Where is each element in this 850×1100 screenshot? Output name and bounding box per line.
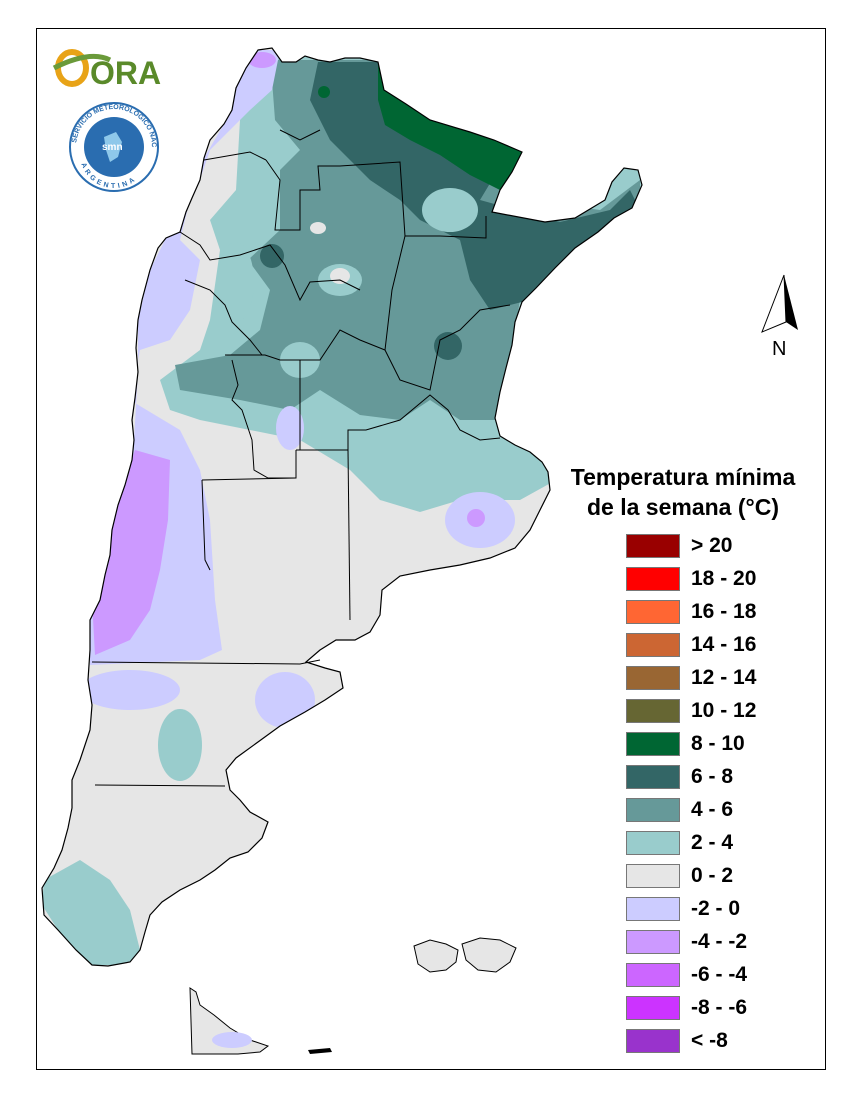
isla-estados (308, 1048, 332, 1054)
legend-swatch (626, 996, 680, 1020)
legend-label: -8 - -6 (691, 996, 748, 1019)
legend-label: 6 - 8 (691, 765, 734, 788)
legend-item: 14 - 16 (626, 632, 756, 658)
ora-leaf-icon (52, 53, 112, 71)
north-label: N (772, 338, 787, 360)
legend-label: 14 - 16 (691, 633, 757, 656)
ora-logo-text: ORA (90, 55, 161, 91)
tierra-del-fuego (189, 987, 270, 1055)
legend-item: 16 - 18 (626, 599, 756, 625)
legend-label: 12 - 14 (691, 666, 757, 689)
patch-2-4-patagonia (158, 709, 202, 781)
legend-label: 10 - 12 (691, 699, 757, 722)
legend-swatch (626, 963, 680, 987)
legend-item: -2 - 0 (626, 896, 740, 922)
spot-8-10 (318, 86, 330, 98)
legend-item: 10 - 12 (626, 698, 756, 724)
patch-neg2-0-cuyo (276, 406, 304, 450)
province-boundaries (91, 129, 511, 787)
legend-label: 0 - 2 (691, 864, 734, 887)
legend-item: -6 - -4 (626, 962, 747, 988)
legend-item: -8 - -6 (626, 995, 747, 1021)
legend-swatch (626, 897, 680, 921)
legend-label: < -8 (691, 1029, 728, 1052)
legend-label: 4 - 6 (691, 798, 734, 821)
patch-neg2-0-patagonia-west (80, 670, 180, 710)
patch-neg2-0-patagonia-east (255, 672, 315, 728)
smn-logo: SERVICIO METEOROLÓGICO NACIONAL smn ARGE… (64, 102, 159, 192)
ora-logo: ORA (52, 49, 161, 91)
legend-item: -4 - -2 (626, 929, 747, 955)
legend-label: 18 - 20 (691, 567, 757, 590)
legend-item: 8 - 10 (626, 731, 745, 757)
legend-swatch (626, 633, 680, 657)
legend-swatch (626, 1029, 680, 1053)
legend-swatch (626, 699, 680, 723)
band-4-6-north (175, 60, 640, 420)
tdf-cold-patch (212, 1032, 252, 1048)
legend-label: -4 - -2 (691, 930, 748, 953)
pocket-2-4-west (218, 242, 254, 322)
pocket-0-2-north (310, 222, 326, 234)
legend-swatch (626, 600, 680, 624)
legend-swatch (626, 567, 680, 591)
patch-neg4-neg2-buenosaires (467, 509, 485, 527)
legend-title: Temperatura mínima de la semana (°C) (548, 462, 818, 522)
legend-swatch (626, 831, 680, 855)
legend-label: > 20 (691, 534, 733, 557)
legend-label: 16 - 18 (691, 600, 757, 623)
north-arrow-icon (761, 274, 798, 333)
pocket-2-4-north (422, 188, 478, 232)
legend-title-line2: de la semana (°C) (587, 494, 779, 520)
legend-label: -2 - 0 (691, 897, 741, 920)
legend-label: 8 - 10 (691, 732, 745, 755)
legend-swatch (626, 666, 680, 690)
legend-swatch (626, 765, 680, 789)
band-neg4-neg2-andes (92, 450, 170, 655)
legend-item: 0 - 2 (626, 863, 733, 889)
legend-item: 6 - 8 (626, 764, 733, 790)
legend-swatch (626, 930, 680, 954)
legend-swatch (626, 798, 680, 822)
legend-item: 12 - 14 (626, 665, 756, 691)
legend-swatch (626, 864, 680, 888)
legend-label: 2 - 4 (691, 831, 734, 854)
legend-title-line1: Temperatura mínima (570, 464, 796, 490)
legend-item: 2 - 4 (626, 830, 733, 856)
islas-malvinas (413, 937, 517, 973)
smn-center-text: smn (102, 142, 123, 153)
legend-item: 18 - 20 (626, 566, 756, 592)
pocket-0-2-center (330, 268, 350, 284)
patch-neg4-neg2-puna (248, 52, 276, 68)
legend-item: > 20 (626, 533, 732, 559)
legend-swatch (626, 534, 680, 558)
legend-item: < -8 (626, 1028, 728, 1054)
spot-6-8-west (260, 244, 284, 268)
legend-swatch (626, 732, 680, 756)
legend-label: -6 - -4 (691, 963, 748, 986)
legend-item: 4 - 6 (626, 797, 733, 823)
